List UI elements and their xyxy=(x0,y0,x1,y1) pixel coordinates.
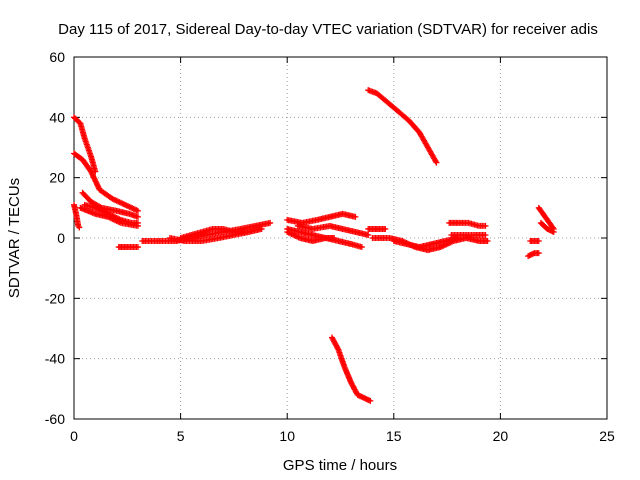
data-point-marker xyxy=(134,244,141,251)
data-series xyxy=(115,244,141,251)
data-point-marker xyxy=(535,238,542,245)
data-point-marker xyxy=(331,235,338,241)
x-tick-label: 25 xyxy=(599,428,615,444)
data-point-marker xyxy=(334,345,341,352)
data-series xyxy=(537,219,557,235)
data-series xyxy=(328,334,374,404)
x-tick-label: 10 xyxy=(279,428,295,444)
data-point-marker xyxy=(550,228,557,235)
y-tick-label: 60 xyxy=(49,49,65,65)
data-series xyxy=(390,235,461,251)
plot-frame xyxy=(73,56,608,420)
data-series xyxy=(446,219,489,229)
data-point-marker xyxy=(134,222,141,229)
data-series xyxy=(284,210,359,226)
data-series xyxy=(77,204,141,229)
data-series xyxy=(177,225,248,241)
data-point-marker xyxy=(433,159,440,166)
grid xyxy=(74,57,607,419)
data-point-marker xyxy=(76,224,83,231)
x-axis-label: GPS time / hours xyxy=(283,457,397,474)
data-series xyxy=(71,201,82,229)
data-point-marker xyxy=(484,238,491,245)
data-point-marker xyxy=(358,244,365,251)
data-series xyxy=(525,250,542,260)
y-tick-label: -60 xyxy=(45,411,65,427)
y-tick-label: 20 xyxy=(49,170,65,186)
data-series xyxy=(284,228,338,245)
data-series xyxy=(448,231,489,238)
axis-ticks: 0 5 10 15 20 25 -60 -40 -20 0 20 40 60 xyxy=(45,49,615,444)
x-tick-label: 5 xyxy=(177,428,185,444)
y-axis-label: SDTVAR / TECUs xyxy=(6,178,23,298)
data-point-marker xyxy=(352,213,359,220)
data-point-marker xyxy=(482,231,489,238)
y-tick-label: 0 xyxy=(57,230,65,246)
y-tick-label: -20 xyxy=(45,290,65,306)
data-point-marker xyxy=(241,228,248,235)
x-tick-label: 0 xyxy=(70,428,78,444)
data-point-marker xyxy=(382,225,389,232)
data-point-marker xyxy=(134,207,141,214)
x-tick-label: 15 xyxy=(386,428,402,444)
x-tick-label: 20 xyxy=(493,428,509,444)
data-series xyxy=(71,114,99,175)
data-point-marker xyxy=(482,222,489,229)
chart-title: Day 115 of 2017, Sidereal Day-to-day VTE… xyxy=(58,21,598,38)
data-series xyxy=(527,238,542,245)
y-tick-label: 40 xyxy=(49,109,65,125)
data-point-marker xyxy=(367,397,374,404)
data-point-marker xyxy=(258,225,265,232)
data-series xyxy=(365,225,389,232)
y-tick-label: -40 xyxy=(45,351,65,367)
data-series xyxy=(294,222,372,238)
data-series xyxy=(365,87,440,166)
data-point-marker xyxy=(365,231,372,238)
data-point-marker xyxy=(267,219,274,226)
data-points xyxy=(71,87,557,404)
data-series xyxy=(71,150,141,214)
data-point-marker xyxy=(535,250,542,257)
data-point-marker xyxy=(134,213,141,220)
